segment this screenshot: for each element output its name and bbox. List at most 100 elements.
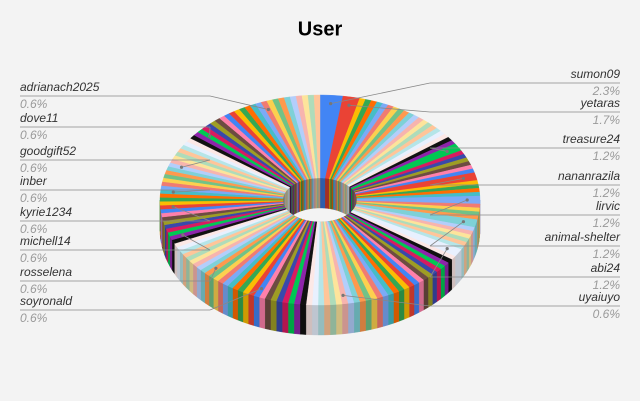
slice-side xyxy=(293,303,301,335)
slice-label: abi24 xyxy=(591,261,621,275)
slice-side xyxy=(463,241,467,277)
slice-inner-wall xyxy=(329,178,331,210)
slice-label: adrianach2025 xyxy=(20,80,100,94)
leader-dot xyxy=(179,165,184,169)
slice-label: treasure24 xyxy=(563,132,621,146)
slice xyxy=(313,94,321,179)
slice-side xyxy=(472,227,475,262)
leader-line xyxy=(342,295,431,307)
slice-side xyxy=(440,265,445,300)
leader-dot xyxy=(461,176,466,180)
leader-line xyxy=(209,268,217,282)
slice-side xyxy=(299,303,307,335)
slice-side xyxy=(418,279,424,313)
slice-side xyxy=(393,291,400,324)
slice-side xyxy=(427,274,433,308)
slice-side xyxy=(164,224,167,259)
slice-inner-wall xyxy=(319,177,326,209)
slice-value-label: 0.6% xyxy=(20,191,48,205)
leader-dot xyxy=(181,233,185,237)
leader-dot xyxy=(259,287,264,291)
slice-value-label: 1.7% xyxy=(593,113,621,127)
slice-label: rosselena xyxy=(20,265,72,279)
slice-value-label: 0.6% xyxy=(20,161,48,175)
slice-label: kyrie1234 xyxy=(20,205,72,219)
slice-side xyxy=(232,287,238,321)
slice-side xyxy=(341,303,349,335)
leader-line xyxy=(429,147,448,152)
slice-side xyxy=(192,263,197,298)
slice-side xyxy=(185,256,190,292)
slice-label: inber xyxy=(20,174,48,188)
leader-dot xyxy=(207,134,212,138)
leader-line xyxy=(429,199,468,216)
slice-side xyxy=(179,250,183,285)
leader-dot xyxy=(461,220,466,224)
slice-side xyxy=(222,283,228,317)
leader-dot xyxy=(445,247,449,251)
slice-side xyxy=(264,298,271,331)
leader-line xyxy=(173,206,211,222)
slice-value-label: 1.2% xyxy=(593,247,621,261)
leader-line xyxy=(181,159,211,168)
slice-label: animal-shelter xyxy=(545,230,621,244)
slice-side xyxy=(460,245,465,280)
slice-inner-wall xyxy=(318,177,321,209)
slice-inner-wall xyxy=(312,178,315,209)
slice-value-label: 1.2% xyxy=(593,278,621,292)
slice-side xyxy=(253,295,260,328)
slice-side xyxy=(398,289,405,322)
slice-side xyxy=(167,232,170,267)
slice-side xyxy=(281,301,289,334)
slice-side xyxy=(276,300,283,333)
slice-side xyxy=(317,304,325,336)
slice-value-label: 0.6% xyxy=(20,128,48,142)
leader-line xyxy=(429,177,464,186)
slice-inner-wall xyxy=(314,177,317,209)
leader-dot xyxy=(347,103,351,107)
slice-value-label: 0.6% xyxy=(20,282,48,296)
slice-side xyxy=(305,304,313,336)
slice-label: nananrazila xyxy=(558,169,620,183)
leader-dot xyxy=(214,266,218,270)
slice-side xyxy=(371,297,378,330)
leader-line xyxy=(209,95,269,110)
slice-side xyxy=(448,259,452,294)
leader-line xyxy=(429,221,464,247)
slice-side xyxy=(466,237,469,273)
slice-side xyxy=(353,301,360,333)
slice-label: dove11 xyxy=(20,111,58,125)
leader-line xyxy=(209,288,262,311)
slice-side xyxy=(242,291,249,325)
leader-dot xyxy=(465,198,469,202)
slice-label: yetaras xyxy=(580,96,620,110)
slice-label: uyaiuyo xyxy=(579,290,621,304)
leader-line xyxy=(182,234,211,251)
leader-dot xyxy=(341,293,345,298)
slice-inner-wall xyxy=(310,178,312,209)
slice-side xyxy=(217,280,223,314)
slice-label: michell14 xyxy=(20,234,71,248)
slice-side xyxy=(204,272,210,306)
slice-label: lirvic xyxy=(596,199,620,213)
slice-side xyxy=(468,234,472,270)
slice-value-label: 2.3% xyxy=(592,84,621,98)
slice-side xyxy=(169,235,173,271)
slice-value-label: 0.6% xyxy=(20,97,48,111)
slice-side xyxy=(171,239,175,275)
slice-value-label: 1.2% xyxy=(593,186,621,200)
leader-dot xyxy=(171,190,175,194)
slice-value-label: 0.6% xyxy=(20,251,48,265)
slice-side xyxy=(470,231,473,266)
slice-inner-wall xyxy=(315,177,318,209)
slice-side xyxy=(436,268,441,303)
slice-label: goodgift52 xyxy=(20,144,76,158)
slice-side xyxy=(200,269,205,304)
slice-side xyxy=(335,303,343,335)
slice-side xyxy=(444,262,449,297)
leader-dot xyxy=(266,107,271,112)
slice-side xyxy=(347,302,355,334)
slice-inner-wall xyxy=(317,177,319,209)
